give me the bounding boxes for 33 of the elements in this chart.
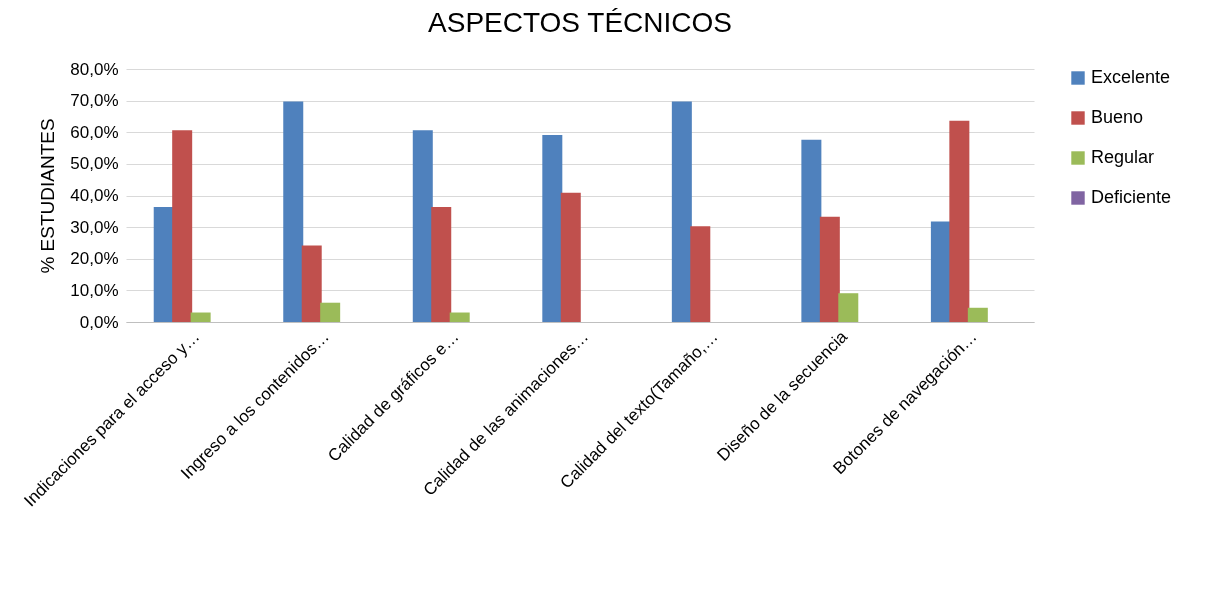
- bar: [949, 120, 970, 322]
- chart-title: ASPECTOS TÉCNICOS: [428, 7, 732, 38]
- bar: [431, 206, 452, 322]
- y-tick-label: 0,0%: [79, 312, 119, 332]
- bar: [283, 101, 304, 322]
- legend-label: Regular: [1091, 147, 1155, 167]
- bar: [819, 216, 840, 322]
- y-tick-label: 40,0%: [70, 186, 119, 205]
- y-tick-label: 50,0%: [70, 154, 119, 174]
- bar: [560, 192, 581, 322]
- bar: [671, 101, 692, 322]
- bar: [301, 245, 322, 322]
- y-tick-label: 10,0%: [70, 280, 119, 300]
- bar: [930, 221, 951, 322]
- bar: [801, 139, 822, 322]
- bar: [172, 130, 193, 322]
- y-tick-label: 30,0%: [70, 217, 119, 237]
- bar: [449, 312, 470, 322]
- legend-label: Bueno: [1091, 107, 1144, 127]
- y-tick-label: 80,0%: [70, 59, 119, 79]
- legend-label: Deficiente: [1091, 187, 1172, 207]
- y-tick-label: 70,0%: [70, 91, 119, 111]
- bar: [412, 130, 433, 322]
- bar: [967, 307, 988, 322]
- bar: [690, 226, 711, 322]
- legend-label: Excelente: [1091, 67, 1171, 87]
- y-axis-title: % ESTUDIANTES: [37, 118, 59, 274]
- bar: [542, 135, 563, 322]
- y-tick-label: 60,0%: [70, 122, 119, 142]
- bar: [190, 312, 211, 322]
- bar: [320, 302, 341, 322]
- bar: [838, 293, 859, 322]
- y-tick-label: 20,0%: [70, 249, 119, 269]
